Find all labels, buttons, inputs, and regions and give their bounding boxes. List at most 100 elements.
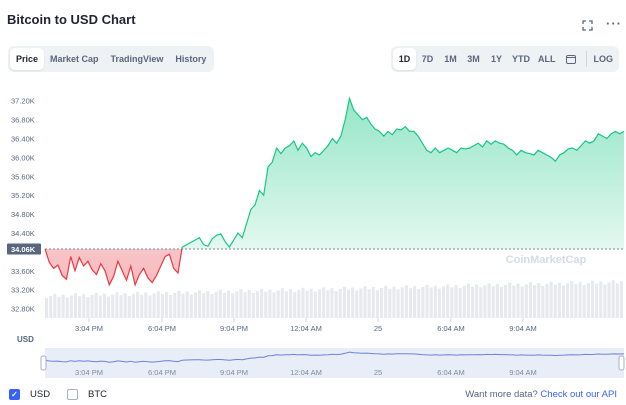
y-tick-label: 34.80K xyxy=(11,210,35,219)
btc-checkbox[interactable] xyxy=(67,389,78,400)
volume-bar xyxy=(442,286,446,318)
volume-bar xyxy=(495,284,499,318)
volume-bar xyxy=(570,281,574,318)
volume-bar xyxy=(218,289,222,318)
volume-bar xyxy=(508,282,512,318)
volume-bar xyxy=(243,292,247,318)
volume-bar xyxy=(351,287,355,318)
range-all[interactable]: ALL xyxy=(538,54,556,64)
api-promo: Want more data? Check out our API xyxy=(465,389,617,400)
volume-bar xyxy=(326,290,330,318)
volume-bar xyxy=(57,296,61,318)
tab-price[interactable]: Price xyxy=(10,48,45,70)
volume-bar xyxy=(173,292,177,318)
expand-icon[interactable] xyxy=(578,16,596,34)
volume-bar xyxy=(272,292,276,318)
volume-bar xyxy=(144,292,148,318)
x-tick-label: 6:04 PM xyxy=(148,324,176,333)
baseline-badge-bg xyxy=(7,243,41,255)
volume-bar xyxy=(53,293,57,318)
navigator-right-handle[interactable] xyxy=(618,355,625,371)
volume-bar xyxy=(214,291,218,318)
y-tick-label: 35.60K xyxy=(11,172,35,181)
volume-bar xyxy=(413,286,417,318)
api-question: Want more data? xyxy=(465,389,541,400)
volume-bar xyxy=(417,289,421,318)
calendar-icon-glyph xyxy=(566,54,576,64)
volume-bars xyxy=(45,280,623,318)
gain-area xyxy=(45,98,624,250)
y-tick-label: 36.00K xyxy=(11,153,35,162)
api-link[interactable]: Check out our API xyxy=(540,389,617,400)
y-tick-label: 37.20K xyxy=(11,97,35,106)
range-1m[interactable]: 1M xyxy=(444,54,457,64)
usd-checkbox[interactable]: ✓ xyxy=(9,389,20,400)
volume-bar xyxy=(603,284,607,318)
volume-bar xyxy=(260,288,264,318)
volume-bar xyxy=(499,287,504,318)
volume-bar xyxy=(264,291,268,318)
time-range-selector: 1D 7D 1M 3M 1Y YTD ALL LOG xyxy=(391,46,619,72)
range-1d[interactable]: 1D xyxy=(393,48,416,70)
legend-btc[interactable]: BTC xyxy=(67,389,107,400)
volume-bar xyxy=(388,288,392,318)
volume-bar xyxy=(284,291,289,318)
y-tick-label: 36.80K xyxy=(11,116,35,125)
navigator-tick-label: 12:04 AM xyxy=(290,368,322,377)
range-ytd[interactable]: YTD xyxy=(512,54,530,64)
volume-bar xyxy=(251,293,255,318)
volume-bar xyxy=(293,292,297,318)
price-chart[interactable]: 37.20K 36.80K 36.40K 36.00K 35.60K 35.20K 34.8… xyxy=(0,80,626,385)
volume-bar xyxy=(280,288,284,318)
volume-bar xyxy=(371,287,375,318)
volume-bar xyxy=(123,293,127,318)
volume-bar xyxy=(549,281,553,318)
volume-bar xyxy=(235,291,239,318)
more-icon[interactable]: ··· xyxy=(606,15,622,31)
volume-bar xyxy=(86,297,90,318)
volume-bar xyxy=(367,289,371,318)
x-tick-label: 12:04 AM xyxy=(290,324,322,333)
tab-tradingview[interactable]: TradingView xyxy=(110,54,164,64)
volume-bar xyxy=(69,295,73,318)
volume-bar xyxy=(206,291,210,318)
volume-bar xyxy=(475,284,479,318)
navigator-tick-label: 9:04 PM xyxy=(220,368,248,377)
navigator-tick-label: 9:04 AM xyxy=(509,368,537,377)
volume-bar xyxy=(504,284,508,318)
volume-bar xyxy=(607,282,611,318)
tab-history[interactable]: History xyxy=(175,54,207,64)
price-line-down xyxy=(44,249,183,287)
volume-bar xyxy=(276,290,280,318)
volume-bar xyxy=(160,294,164,318)
x-tick-label: 6:04 AM xyxy=(437,324,465,333)
volume-bar xyxy=(346,289,351,318)
volume-bar xyxy=(82,294,86,318)
range-3m[interactable]: 3M xyxy=(467,54,480,64)
volume-bar xyxy=(479,287,483,318)
log-scale-toggle[interactable]: LOG xyxy=(593,54,614,64)
currency-label: USD xyxy=(17,335,34,344)
y-axis: 37.20K 36.80K 36.40K 36.00K 35.60K 35.20K 34.8… xyxy=(11,97,35,314)
volume-bar xyxy=(561,285,566,318)
range-1y[interactable]: 1Y xyxy=(490,54,502,64)
range-navigator[interactable]: 3:04 PM 6:04 PM 9:04 PM 12:04 AM 25 6:04 AM 9:… xyxy=(40,348,625,378)
legend-usd[interactable]: ✓ USD xyxy=(9,389,50,400)
calendar-icon[interactable] xyxy=(560,48,583,70)
volume-bar xyxy=(582,285,586,318)
volume-bar xyxy=(487,283,491,318)
volume-bar xyxy=(152,293,156,318)
navigator-left-handle[interactable] xyxy=(40,355,47,371)
watermark-text: CoinMarketCap xyxy=(506,254,587,266)
volume-bar xyxy=(470,286,475,318)
navigator-tick-label: 3:04 PM xyxy=(75,368,103,377)
range-7d[interactable]: 7D xyxy=(421,54,434,64)
volume-bar xyxy=(309,288,313,318)
volume-bar xyxy=(408,288,413,318)
tab-market-cap[interactable]: Market Cap xyxy=(50,54,99,64)
volume-bar xyxy=(247,290,251,318)
volume-bar xyxy=(177,290,181,318)
volume-bar xyxy=(595,283,599,318)
navigator-window[interactable] xyxy=(45,348,624,378)
volume-bar xyxy=(429,287,433,318)
